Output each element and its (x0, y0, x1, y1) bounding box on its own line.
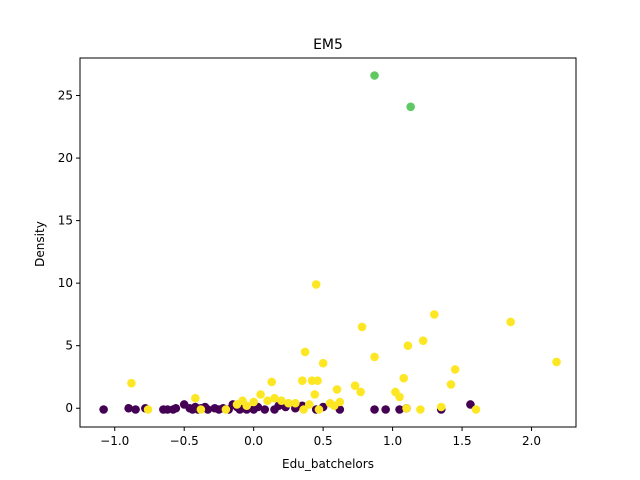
scatter-point (284, 398, 293, 408)
x-tick-label: 1.0 (383, 434, 402, 448)
y-tick-label: 0 (65, 401, 73, 415)
scatter-point (249, 397, 258, 407)
scatter-point (335, 397, 345, 407)
scatter-point (263, 396, 272, 406)
x-tick-label: 2.0 (522, 434, 541, 448)
x-tick-label: 0.0 (244, 434, 263, 448)
scatter-point (395, 405, 404, 414)
scatter-point (370, 352, 379, 362)
scatter-point (196, 405, 206, 414)
x-tick-label: −0.5 (170, 434, 199, 448)
scatter-point (318, 358, 328, 368)
scatter-point (446, 380, 456, 389)
scatter-point (304, 400, 314, 409)
scatter-point (131, 405, 140, 414)
x-tick-label: 1.5 (453, 434, 472, 448)
scatter-point (191, 393, 200, 403)
scatter-point (143, 405, 153, 414)
x-axis-label: Edu_batchelors (282, 457, 374, 471)
scatter-point (311, 280, 321, 289)
scatter-point (171, 403, 181, 413)
scatter-point (403, 341, 413, 350)
scatter-point (124, 403, 133, 413)
scatter-point (395, 392, 404, 402)
scatter-point (221, 405, 231, 414)
chart-title: EM5 (313, 37, 343, 53)
scatter-point (418, 336, 428, 345)
scatter-point (270, 393, 279, 403)
scatter-point (332, 385, 342, 394)
scatter-point (450, 365, 460, 374)
scatter-point (466, 400, 475, 409)
plot-frame (79, 57, 577, 428)
scatter-point (429, 310, 439, 319)
scatter-point (370, 71, 379, 80)
scatter-point (256, 390, 265, 399)
scatter-point (416, 405, 425, 414)
scatter-point (350, 381, 360, 391)
scatter-point (399, 373, 409, 383)
scatter-point (300, 347, 310, 357)
scatter-point (310, 390, 320, 399)
x-tick-label: 0.5 (314, 434, 333, 448)
scatter-point (203, 405, 213, 414)
scatter-point (298, 376, 307, 386)
y-axis-label: Density (33, 221, 47, 267)
scatter-point (267, 377, 277, 387)
scatter-point (291, 398, 300, 408)
ticks-layer: −1.0 −0.5 0.0 0.5 1.0 1.5 2.0 0 5 10 15 20 25 (58, 89, 541, 448)
scatter-point (99, 405, 108, 414)
scatter-point (406, 102, 415, 112)
y-tick-label: 20 (58, 151, 73, 165)
scatter-point (357, 322, 367, 332)
scatter-point (277, 396, 286, 406)
scatter-point (471, 405, 481, 414)
y-tick-label: 5 (65, 339, 73, 353)
scatter-point (313, 376, 322, 386)
scatter-point (242, 401, 252, 411)
scatter-point (127, 378, 136, 388)
scatter-point (436, 402, 446, 412)
scatter-point (506, 317, 515, 327)
x-tick-label: −1.0 (100, 434, 129, 448)
y-tick-label: 10 (58, 276, 73, 290)
scatter-point (260, 405, 270, 414)
y-tick-label: 25 (58, 89, 73, 103)
scatter-point (299, 405, 308, 414)
scatter-point (552, 357, 561, 367)
scatter-point (370, 405, 379, 414)
scatter-point (314, 405, 324, 414)
y-tick-label: 15 (58, 214, 73, 228)
marks-layer (99, 71, 561, 414)
scatter-point (356, 387, 365, 397)
scatter-point (381, 405, 390, 414)
scatter-point (402, 403, 411, 413)
